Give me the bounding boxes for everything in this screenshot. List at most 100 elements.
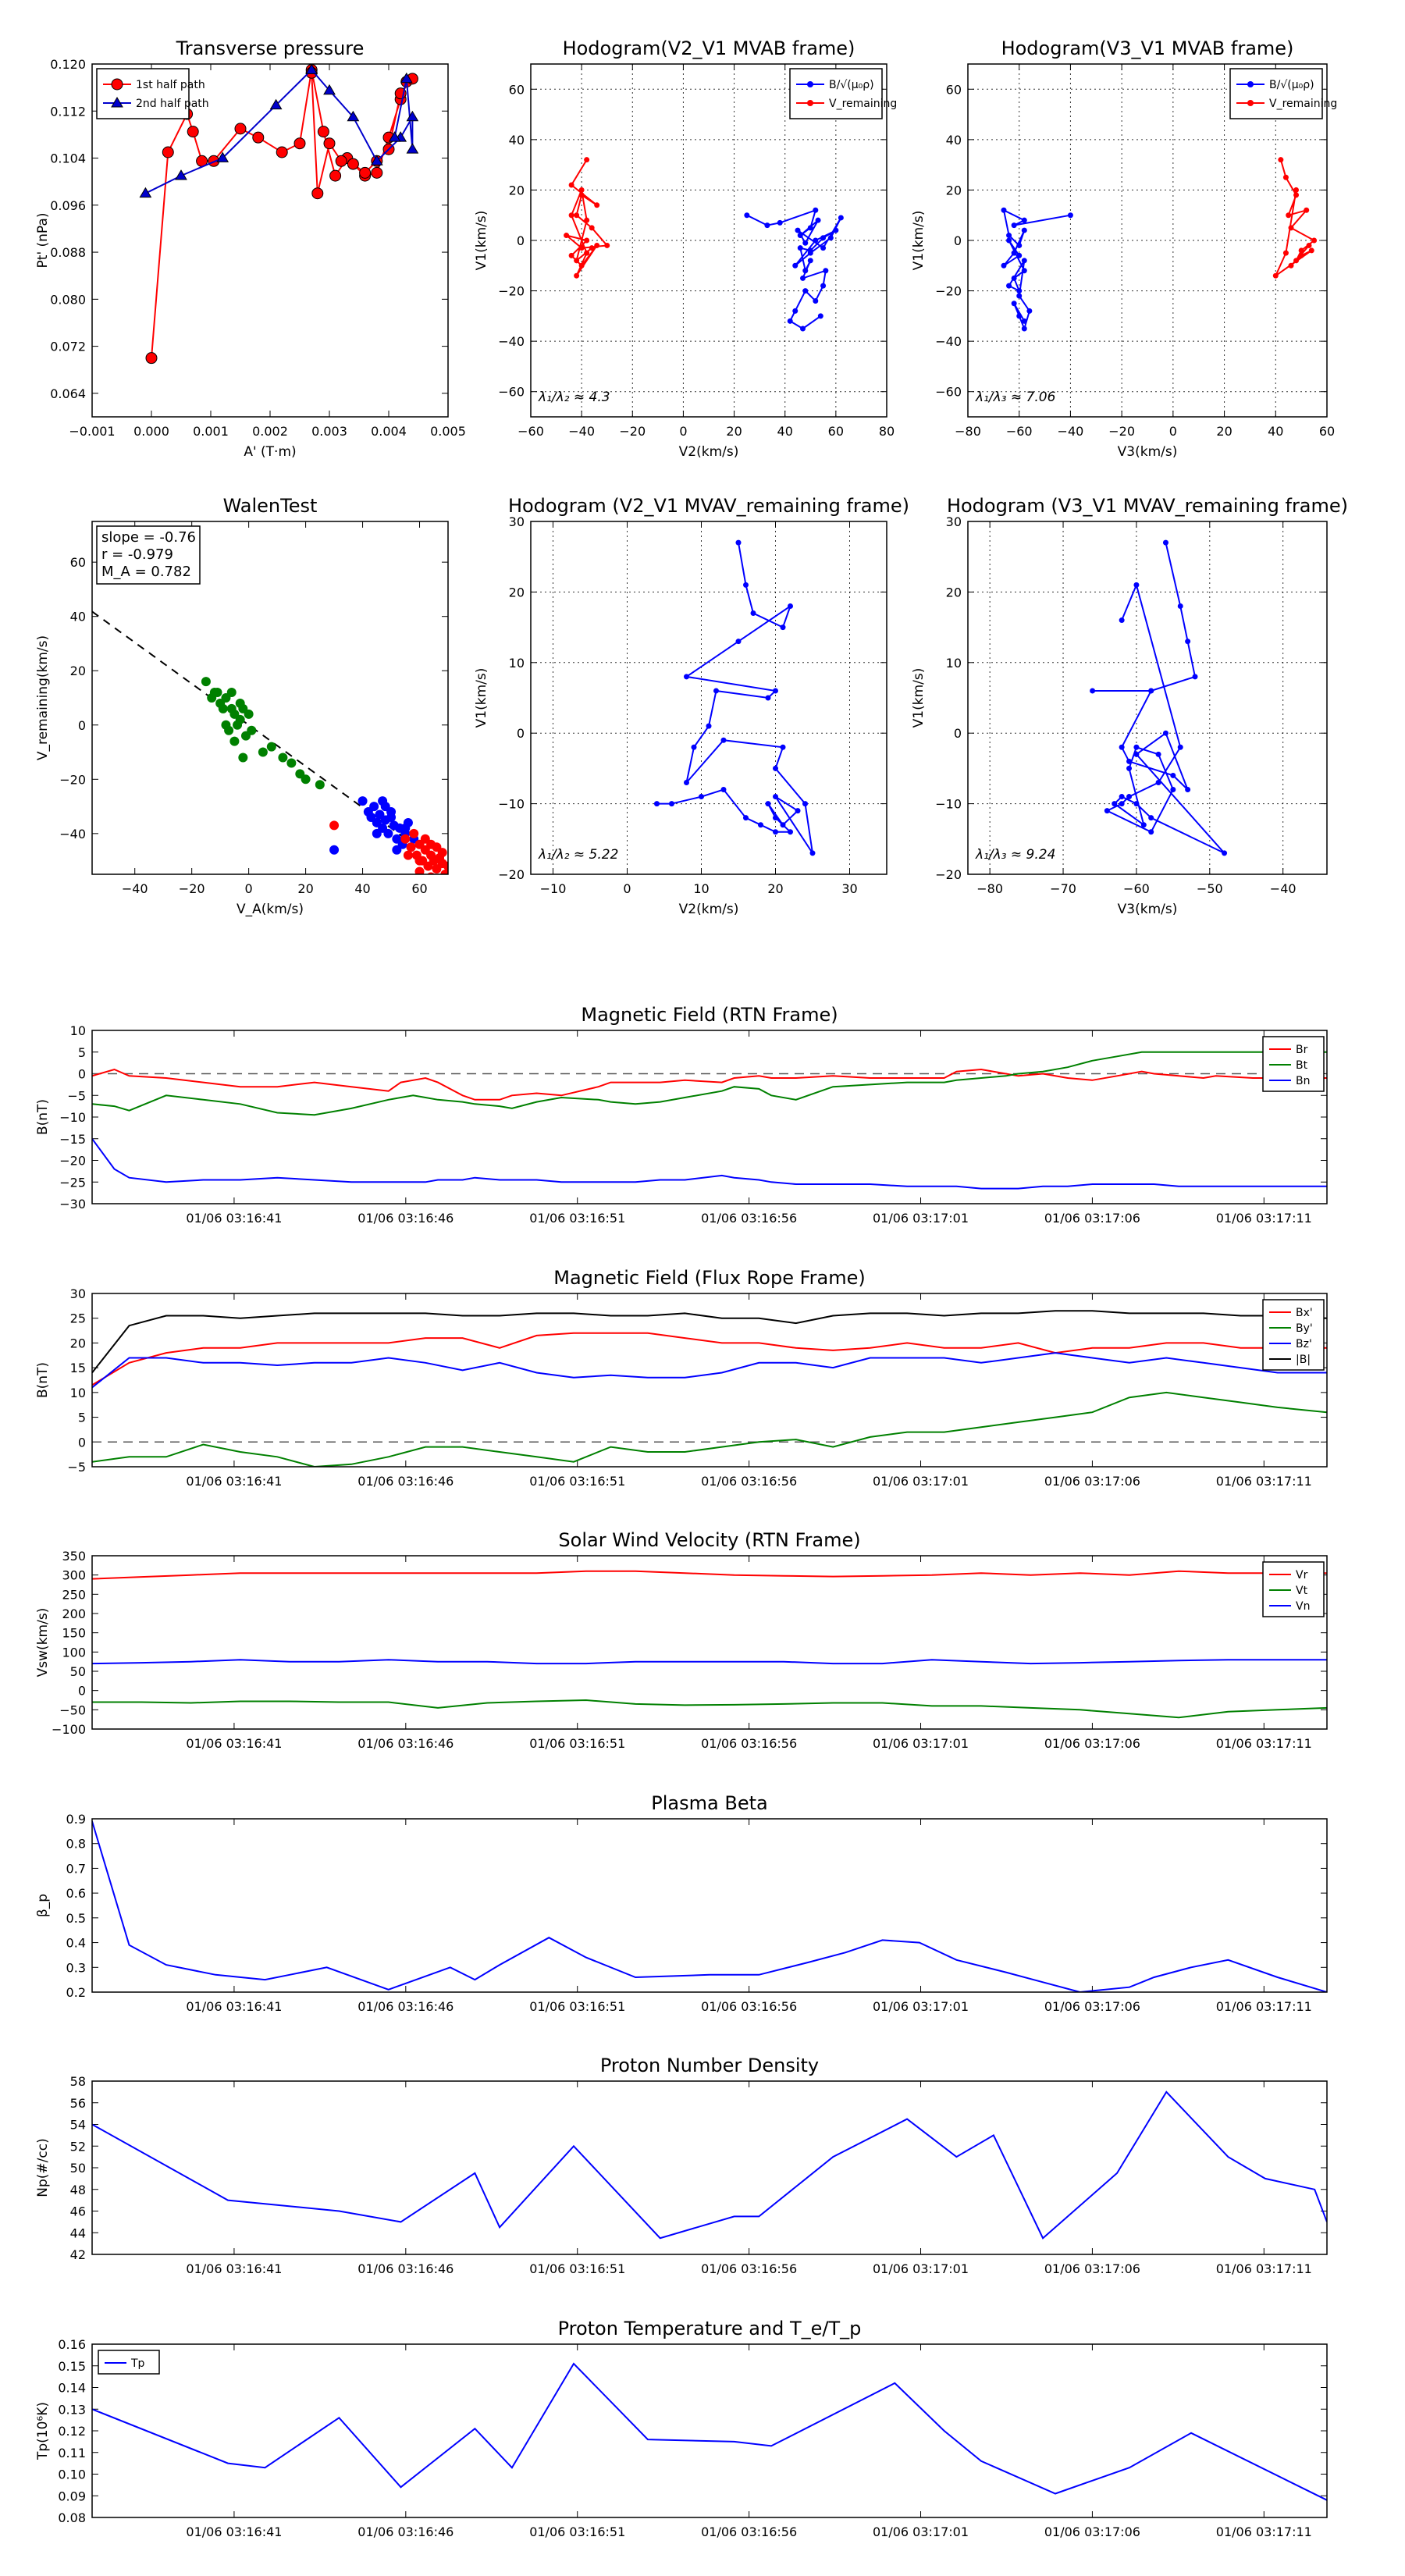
y-tick-label: 0.4 [66, 1936, 86, 1951]
plot-frame [91, 1293, 1328, 1468]
data-point [743, 815, 749, 821]
data-point [335, 155, 347, 167]
y-tick-label: 0.9 [66, 1812, 86, 1827]
chart-hodogram-v3v1-mvav: Hodogram (V3_V1 MVAV_remaining frame) −80… [911, 495, 1348, 917]
y-tick-label: 0.15 [58, 2359, 86, 2374]
y-tick-label: −100 [52, 1722, 86, 1737]
y-tick-label: −20 [59, 1154, 86, 1169]
y-tick-label: 0.072 [50, 340, 86, 354]
data-point [406, 143, 419, 154]
y-tick-label: 250 [62, 1587, 86, 1602]
y-tick-label: 0.16 [58, 2337, 86, 2352]
stats-line: M_A = 0.782 [101, 564, 191, 580]
time-tick-label: 01/06 03:17:06 [1044, 1736, 1140, 1751]
y-axis-label: V1(km/s) [474, 211, 489, 271]
data-point [1293, 192, 1300, 198]
y-tick-label: 60 [509, 82, 525, 97]
time-tick-label: 01/06 03:17:01 [873, 1211, 969, 1226]
ratio-annotation: λ₁/λ₂ ≈ 4.3 [538, 390, 610, 405]
x-tick-label: 0.003 [311, 424, 347, 439]
data-point [669, 801, 674, 807]
y-tick-label: 0.104 [50, 151, 86, 166]
data-point [347, 110, 360, 122]
time-tick-label: 01/06 03:16:51 [529, 2524, 625, 2539]
data-point [400, 823, 411, 833]
data-point [744, 212, 750, 219]
chart-hodogram-v2v1-mvab: Hodogram(V2_V1 MVAB frame) −60 −40 −20 0 20 40… [474, 37, 897, 460]
data-point [684, 674, 689, 680]
data-point [1001, 262, 1007, 269]
y-tick-label: 0.14 [58, 2381, 86, 2396]
x-tick-label: 0.005 [430, 424, 466, 439]
y-tick-label: 0 [78, 1684, 86, 1699]
data-point [589, 225, 595, 231]
data-point [426, 839, 436, 849]
legend-label: Bt [1296, 1059, 1308, 1072]
data-point [797, 233, 803, 239]
plot-area [654, 539, 816, 856]
x-tick-label: −40 [568, 424, 595, 439]
data-point [773, 765, 778, 771]
data-point [800, 275, 806, 281]
chart-title: Proton Number Density [600, 2055, 819, 2076]
x-axis-label: V3(km/s) [1118, 902, 1178, 917]
data-point [584, 217, 590, 223]
time-tick-label: 01/06 03:16:46 [357, 1736, 454, 1751]
data-point [357, 796, 368, 806]
legend-marker [111, 97, 123, 108]
data-point [414, 866, 425, 874]
data-point [815, 217, 821, 223]
y-tick-label: 44 [70, 2226, 86, 2240]
data-point [323, 84, 336, 95]
data-point [787, 318, 793, 324]
y-tick-label: 0.11 [58, 2446, 86, 2460]
data-point [1170, 787, 1176, 793]
x-tick-label: −10 [540, 881, 567, 896]
time-tick-label: 01/06 03:16:41 [186, 2524, 282, 2539]
data-point [212, 688, 222, 698]
y-tick-label: 46 [70, 2204, 86, 2219]
y-axis-label: V_remaining(km/s) [35, 635, 51, 760]
data-point [1021, 227, 1027, 233]
x-tick-label: 10 [693, 881, 709, 896]
data-point [802, 240, 809, 246]
data-point [226, 688, 237, 698]
y-tick-label: 0.6 [66, 1886, 86, 1901]
data-point [820, 245, 827, 251]
time-tick-label: 01/06 03:17:01 [873, 1474, 969, 1489]
time-tick-label: 01/06 03:16:51 [529, 1999, 625, 2014]
data-point [1126, 758, 1133, 764]
y-tick-label: 0.080 [50, 292, 86, 307]
x-tick-label: −60 [1123, 881, 1150, 896]
time-tick-label: 01/06 03:17:06 [1044, 2261, 1140, 2276]
legend-label: 2nd half path [136, 98, 209, 110]
data-point [1112, 801, 1118, 807]
data-point [386, 807, 397, 817]
data-point [795, 808, 801, 814]
legend-marker [1247, 100, 1254, 106]
time-tick-label: 01/06 03:17:06 [1044, 1999, 1140, 2014]
chart-plasma-beta: Plasma Beta 0.2 0.3 0.4 0.5 0.6 0.7 0.8 0.9 01/06… [35, 1792, 1328, 2014]
data-point [1016, 288, 1023, 294]
legend-label: Vt [1296, 1585, 1308, 1597]
data-point [574, 272, 580, 279]
data-point [1272, 272, 1279, 279]
chart-proton-number-density: Proton Number Density 42 44 46 48 50 52 54 56 58 0… [35, 2055, 1328, 2276]
x-tick-label: 0.004 [371, 424, 407, 439]
y-tick-label: 30 [70, 1286, 86, 1301]
y-tick-label: −30 [59, 1197, 86, 1212]
time-tick-label: 01/06 03:16:56 [701, 1211, 797, 1226]
data-point [1119, 794, 1125, 800]
time-tick-label: 01/06 03:17:11 [1216, 1211, 1312, 1226]
data-point [400, 834, 411, 844]
data-point [409, 828, 419, 838]
data-point [654, 801, 660, 807]
y-axis-label: Pt' (nPa) [35, 213, 51, 269]
series-line-- [92, 1820, 1327, 1992]
y-tick-label: 0.13 [58, 2402, 86, 2417]
y-axis-label: B(nT) [35, 1099, 51, 1135]
y-axis-label: Vsw(km/s) [35, 1608, 51, 1678]
y-tick-label: −10 [498, 797, 525, 812]
time-tick-label: 01/06 03:16:56 [701, 2261, 797, 2276]
y-tick-label: 20 [70, 1336, 86, 1350]
